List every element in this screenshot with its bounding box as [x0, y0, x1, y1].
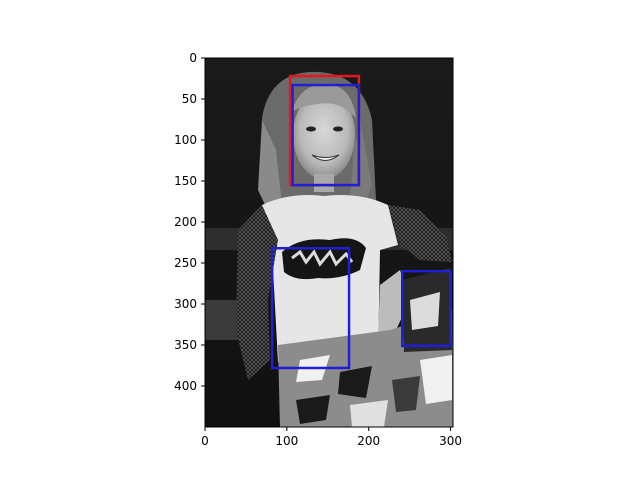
y-tick-label: 350 — [174, 338, 197, 352]
blue-box-1 — [291, 83, 361, 187]
x-tick-label: 100 — [275, 434, 298, 448]
y-tick-label: 150 — [174, 174, 197, 188]
bounding-boxes — [270, 74, 452, 370]
x-tick-label: 0 — [201, 434, 209, 448]
x-tick-label: 200 — [357, 434, 380, 448]
blue-box-2 — [270, 246, 351, 370]
plot-frame — [204, 57, 454, 428]
y-tick-label: 100 — [174, 133, 197, 147]
y-tick-label: 250 — [174, 256, 197, 270]
x-axis: 0 100 200 300 — [201, 427, 462, 448]
y-tick-label: 400 — [174, 379, 197, 393]
y-axis: 0 50 100 150 200 250 300 350 400 — [174, 51, 205, 393]
x-tick-label: 300 — [439, 434, 462, 448]
photo-image — [205, 58, 453, 427]
blue-box-3 — [401, 269, 452, 348]
y-tick-label: 50 — [182, 92, 197, 106]
y-tick-label: 200 — [174, 215, 197, 229]
y-tick-label: 300 — [174, 297, 197, 311]
y-tick-label: 0 — [189, 51, 197, 65]
